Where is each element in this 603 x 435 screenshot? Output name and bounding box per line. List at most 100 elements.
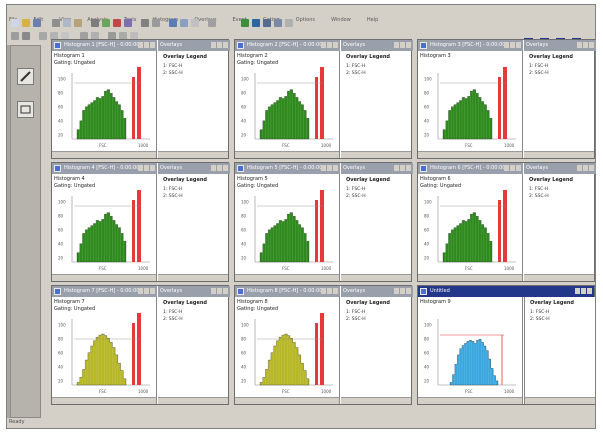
legend-item[interactable]: 2: SSC-H [346, 71, 366, 76]
legend-item[interactable]: 1: FSC-H [529, 64, 549, 69]
histogram-plot[interactable]: 100 80 60 40 20 FSC 1000 [235, 297, 340, 397]
line-icon[interactable] [61, 32, 69, 40]
maximize-icon[interactable] [583, 42, 588, 48]
quadrant-icon[interactable] [119, 32, 127, 40]
cascade-icon[interactable] [191, 19, 199, 27]
cut-icon[interactable] [52, 19, 60, 27]
legend-item[interactable]: 1: FSC-H [346, 64, 366, 69]
close-icon[interactable] [516, 42, 521, 48]
minimize-icon[interactable] [394, 42, 399, 48]
pointer-icon[interactable] [11, 32, 19, 40]
menu-histogram[interactable]: Histogram [152, 17, 179, 23]
legend-item[interactable]: 2: SSC-H [163, 194, 183, 199]
legend-item[interactable]: 1: FSC-H [530, 310, 550, 315]
minimize-icon[interactable] [504, 165, 509, 171]
maximize-icon[interactable] [400, 165, 405, 171]
maximize-icon[interactable] [583, 165, 588, 171]
copy-icon[interactable] [63, 19, 71, 27]
window-tool-icon[interactable] [17, 101, 34, 118]
minimize-icon[interactable] [577, 165, 582, 171]
maximize-icon[interactable] [510, 42, 515, 48]
legend-item[interactable]: 1: FSC-H [529, 187, 549, 192]
horizontal-scrollbar[interactable] [418, 397, 522, 404]
histogram-pane[interactable]: 100 80 60 40 20 FSC 1000 Histogram 8 Gating: Ung… [235, 297, 340, 404]
save-icon[interactable] [33, 19, 41, 27]
window-title-bar[interactable]: Untitled [418, 286, 594, 297]
play-icon[interactable] [241, 19, 249, 27]
maximize-icon[interactable] [217, 42, 222, 48]
horizontal-scrollbar[interactable] [52, 274, 156, 281]
text-icon[interactable] [50, 32, 58, 40]
print-icon[interactable] [91, 19, 99, 27]
close-icon[interactable] [223, 165, 228, 171]
menu-gating[interactable]: Gating [262, 17, 280, 23]
minimize-icon[interactable] [394, 288, 399, 294]
legend-title-bar[interactable]: Overlays [158, 286, 230, 297]
minimize-icon[interactable] [394, 165, 399, 171]
minimize-icon[interactable] [321, 165, 326, 171]
legend-item[interactable]: 1: FSC-H [163, 187, 183, 192]
rectangle-icon[interactable] [80, 32, 88, 40]
maximize-icon[interactable] [400, 288, 405, 294]
help-icon[interactable] [285, 19, 293, 27]
legend-title-bar[interactable]: Overlays [158, 163, 230, 174]
pan-icon[interactable] [22, 32, 30, 40]
histogram-window[interactable]: Histogram 3 [FSC-H] - 0:00:00 Overlays 100… [417, 39, 596, 159]
chart-icon[interactable] [102, 19, 110, 27]
window-title-bar[interactable]: Histogram 2 [FSC-H] - 0:00:00 [235, 40, 340, 51]
minimize-icon[interactable] [321, 42, 326, 48]
close-icon[interactable] [589, 42, 594, 48]
minimize-icon[interactable] [504, 42, 509, 48]
legend-item[interactable]: 1: FSC-H [346, 310, 366, 315]
menu-options[interactable]: Options [295, 17, 315, 23]
legend-scrollbar[interactable] [341, 274, 411, 281]
close-icon[interactable] [406, 165, 411, 171]
window-title-bar[interactable]: Histogram 8 [FSC-H] - 0:00:00 [235, 286, 340, 297]
close-icon[interactable] [150, 165, 155, 171]
close-icon[interactable] [516, 165, 521, 171]
histogram-pane[interactable]: 100 80 60 40 20 FSC 1000 Histogram 6 Gating: Ung… [418, 174, 523, 281]
legend-title-bar[interactable]: Overlays [158, 40, 230, 51]
maximize-icon[interactable] [327, 165, 332, 171]
menu-window[interactable]: Window [331, 17, 351, 23]
gate-icon[interactable] [141, 19, 149, 27]
legend-item[interactable]: 2: SSC-H [163, 317, 183, 322]
close-icon[interactable] [587, 288, 592, 294]
close-icon[interactable] [150, 42, 155, 48]
grid-icon[interactable] [263, 19, 271, 27]
ellipse-icon[interactable] [91, 32, 99, 40]
histogram-window[interactable]: Histogram 7 [FSC-H] - 0:00:00 Overlays 100… [51, 285, 230, 405]
zoom-icon[interactable] [124, 19, 132, 27]
open-folder-icon[interactable] [22, 19, 30, 27]
window-title-bar[interactable]: Histogram 1 [FSC-H] - 0:00:00 [52, 40, 157, 51]
legend-scrollbar[interactable] [341, 151, 411, 158]
close-icon[interactable] [223, 42, 228, 48]
histogram-marker-icon[interactable] [130, 32, 138, 40]
legend-title-bar[interactable]: Overlays [341, 40, 413, 51]
legend-item[interactable]: 2: SSC-H [163, 71, 183, 76]
legend-title-bar[interactable]: Overlays [341, 286, 413, 297]
close-icon[interactable] [223, 288, 228, 294]
window-title-bar[interactable]: Histogram 7 [FSC-H] - 0:00:00 [52, 286, 157, 297]
close-icon[interactable] [150, 288, 155, 294]
legend-item[interactable]: 2: SSC-H [346, 194, 366, 199]
marker-icon[interactable] [113, 19, 121, 27]
minimize-icon[interactable] [138, 42, 143, 48]
menu-overlays[interactable]: Overlays [194, 17, 217, 23]
maximize-icon[interactable] [144, 165, 149, 171]
pencil-tool-icon[interactable] [17, 68, 34, 85]
maximize-icon[interactable] [327, 42, 332, 48]
histogram-window[interactable]: Histogram 2 [FSC-H] - 0:00:00 Overlays 100… [234, 39, 413, 159]
legend-item[interactable]: 2: SSC-H [529, 194, 549, 199]
histogram-window[interactable]: Histogram 1 [FSC-H] - 0:00:00 Overlays 100… [51, 39, 230, 159]
legend-scrollbar[interactable] [525, 397, 595, 404]
close-icon[interactable] [333, 288, 338, 294]
minimize-icon[interactable] [138, 288, 143, 294]
maximize-icon[interactable] [327, 288, 332, 294]
close-icon[interactable] [406, 42, 411, 48]
maximize-icon[interactable] [144, 42, 149, 48]
legend-item[interactable]: 2: SSC-H [529, 71, 549, 76]
histogram-pane[interactable]: 100 80 60 40 20 FSC 1000 Histogram 3 [418, 51, 523, 158]
histogram-pane[interactable]: 100 80 60 40 20 FSC 1000 Histogram 7 Gating: Ung… [52, 297, 157, 404]
window-title-bar[interactable]: Histogram 5 [FSC-H] - 0:00:00 [235, 163, 340, 174]
